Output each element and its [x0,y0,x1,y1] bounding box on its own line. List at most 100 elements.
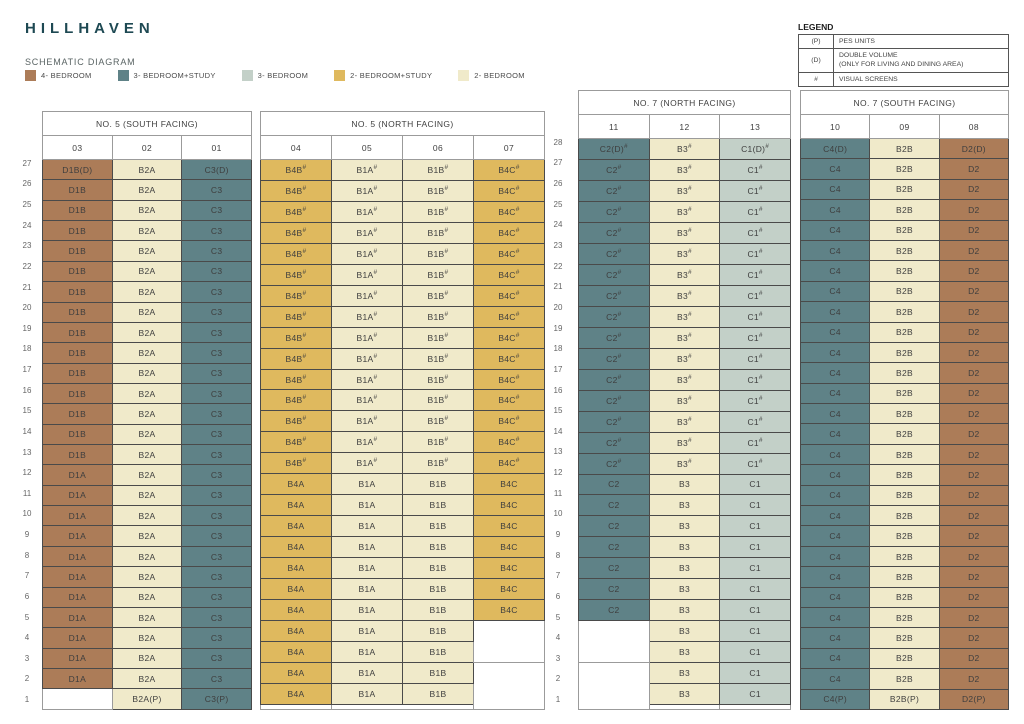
unit-cell: B1A# [331,368,403,391]
unit-cell: C4 [799,219,871,241]
floor-row-27: D1B(D) B2A C3(D) [42,158,252,181]
floor-row-12: C4 B2B D2 [799,464,1010,486]
unit-cell: B2B [869,443,940,466]
unit-cell: C4 [799,158,871,180]
unit-cell: C2 [578,473,650,496]
unit-cell: B1A [331,473,403,496]
unit-cell: B4C [473,494,545,517]
visual-screen-mark: # [515,415,520,423]
visual-screen-mark: # [373,457,378,465]
unit-cell: B2B [869,239,940,262]
unit-cell: B1B [402,473,474,496]
unit-cell: C4 [799,362,871,384]
floor-row-1 [260,703,545,711]
visual-screen-mark: # [758,310,763,318]
unit-cell: B1A [331,682,403,705]
unit-cell: B3 [648,515,721,538]
legend-swatch [458,70,470,81]
visual-screen-mark: # [758,184,763,192]
unit-cell: C1# [719,389,791,412]
floor-row-16: C4 B2B D2 [799,382,1010,405]
floor-row-1: B2A(P) C3(P) [42,688,252,710]
unit-cell: B1A [331,557,403,580]
visual-screen-mark: # [302,184,307,192]
floor-number: 20 [553,302,563,312]
unit-cell: B1B# [402,200,474,223]
unit-cell: B1A [331,619,403,642]
visual-screen-mark: # [302,394,307,402]
floor-number: 6 [555,591,561,601]
visual-screen-mark: # [444,331,449,339]
unit-cell: B2A [111,464,183,486]
stack-number: 04 [260,135,332,160]
floor-row-13: C4 B2B D2 [799,443,1010,466]
visual-screen-mark: # [373,289,378,297]
floor-row-9: D1A B2A C3 [42,525,252,547]
visual-screen-mark: # [758,268,763,276]
visual-screen-mark: # [515,205,520,213]
unit-cell: B4B# [260,221,332,244]
floor-row-13: D1B B2A C3 [42,444,252,466]
legend-row: # VISUAL SCREENS [798,71,1009,87]
floor-row-16: C2# B3# C1# [578,389,791,412]
floor-row-8: D1A B2A C3 [42,545,252,568]
visual-screen-mark: # [688,310,692,318]
unit-cell: B2A [111,444,183,466]
unit-cell: C3 [181,423,252,446]
unit-cell: C3(D) [181,158,252,181]
visual-screen-mark: # [302,373,307,381]
unit-cell: B4B# [260,159,332,181]
unit-cell: D1A [42,464,113,486]
unit-cell: B4C# [473,452,545,475]
visual-screen-mark: # [617,226,622,234]
unit-cell: B3# [648,263,721,286]
unit-cell: C4 [799,382,871,405]
unit-cell: C2 [578,515,650,538]
floor-row-12: D1A B2A C3 [42,464,252,486]
floor-number: 8 [24,550,30,560]
floor-number: 19 [553,323,563,333]
unit-cell: B2A [111,667,183,690]
floor-row-22: C2# B3# C1# [578,263,791,286]
unit-cell: B1A [331,494,403,517]
unit-cell: B1B# [402,242,474,265]
unit-cell: B1A# [331,389,403,412]
unit-cell: C2# [578,221,650,244]
unit-cell: D2 [938,341,1010,364]
visual-screen-mark: # [617,163,622,171]
visual-screen-mark: # [758,163,763,171]
unit-cell: B2B [869,525,940,547]
unit-cell: B4B# [260,242,332,265]
visual-screen-mark: # [688,289,692,297]
visual-screen-mark: # [444,310,449,318]
unit-cell: B3 [648,599,721,622]
visual-screen-mark: # [758,373,763,381]
floor-row-12: C2 B3 C1 [578,473,791,496]
table-title: NO. 5 (NORTH FACING) [260,111,545,136]
visual-screen-mark: # [515,310,520,318]
unit-cell: B2B [869,137,940,160]
unit-cell: C2# [578,284,650,307]
table-title: NO. 7 (SOUTH FACING) [800,90,1009,115]
unit-cell: B2A [111,525,183,547]
floor-row-26: D1B B2A C3 [42,179,252,201]
unit-cell: B1B# [402,368,474,391]
unit-cell: B3 [648,494,721,517]
unit-cell: D2 [938,403,1010,425]
unit-cell: C1# [719,263,791,286]
visual-screen-mark: # [515,331,520,339]
unit-cell: B2B [869,484,940,507]
unit-cell: B2B [869,301,940,323]
unit-cell: D1B [42,301,113,323]
unit-cell: B1B# [402,389,474,412]
floor-row-20: D1B B2A C3 [42,301,252,323]
floor-row-22: D1B B2A C3 [42,260,252,283]
unit-cell: B2A [111,301,183,323]
block-no5-south: NO. 5 (SOUTH FACING) 03 02 01 D1B(D) B2A C3(D)… [42,111,252,710]
floor-row-6: C2 B3 C1 [578,599,791,622]
unit-cell: B4C# [473,431,545,454]
unit-cell: B4A [260,599,332,621]
unit-cell: C4 [799,260,871,282]
unit-cell: D1B [42,403,113,425]
unit-cell: B4B# [260,305,332,328]
